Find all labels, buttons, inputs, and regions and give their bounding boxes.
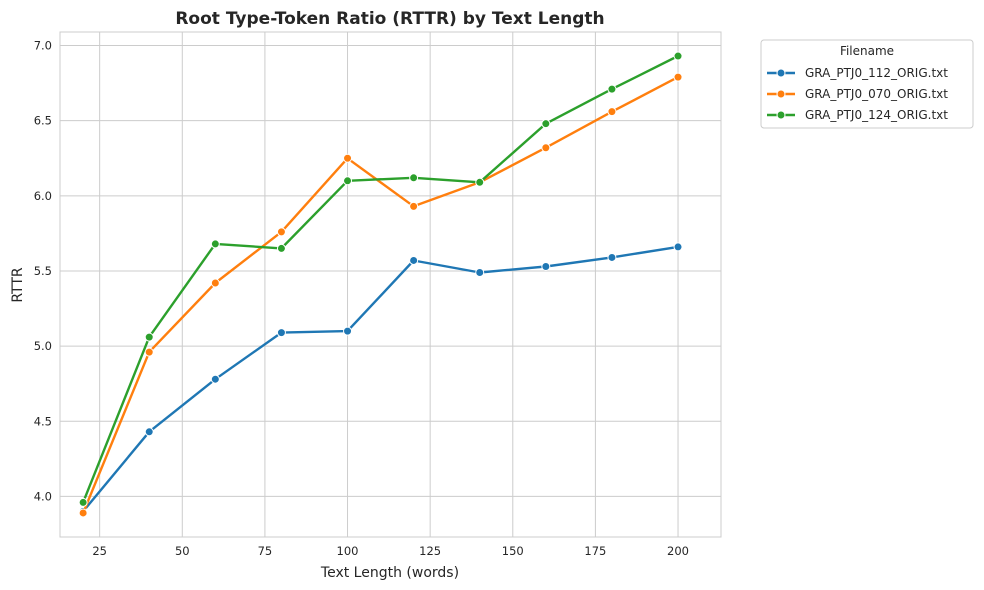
- legend-marker: [776, 110, 786, 120]
- legend-marker: [776, 89, 786, 99]
- legend-marker: [776, 68, 786, 78]
- y-tick-label: 5.5: [34, 264, 52, 278]
- chart-title: Root Type-Token Ratio (RTTR) by Text Len…: [175, 9, 604, 29]
- series-line: [81, 54, 679, 503]
- y-tick-label: 6.5: [34, 114, 52, 128]
- legend-item: GRA_PTJ0_070_ORIG.txt: [767, 87, 948, 101]
- series-line: [81, 76, 679, 514]
- x-tick-label: 200: [667, 544, 689, 558]
- legend-item: GRA_PTJ0_124_ORIG.txt: [767, 108, 948, 122]
- data-point: [210, 278, 220, 288]
- series-line: [82, 245, 679, 513]
- data-point: [144, 427, 154, 437]
- data-point: [475, 177, 485, 187]
- data-point: [541, 119, 551, 129]
- y-axis-label: RTTR: [10, 267, 26, 303]
- grid: [60, 32, 721, 537]
- y-tick-label: 4.0: [34, 489, 52, 503]
- series-group: [78, 51, 683, 518]
- data-point: [607, 107, 617, 117]
- x-tick-label: 150: [502, 544, 524, 558]
- series-3: [78, 51, 683, 507]
- x-tick-label: 75: [258, 544, 273, 558]
- data-point: [78, 497, 88, 507]
- legend-label: GRA_PTJ0_070_ORIG.txt: [805, 87, 948, 101]
- data-point: [607, 252, 617, 262]
- data-point: [276, 227, 286, 237]
- legend-box: [760, 39, 974, 129]
- x-tick-label: 50: [175, 544, 190, 558]
- data-point: [144, 332, 154, 342]
- legend-item: GRA_PTJ0_112_ORIG.txt: [767, 66, 948, 80]
- data-point: [276, 328, 286, 338]
- legend-label: GRA_PTJ0_124_ORIG.txt: [805, 108, 948, 122]
- x-tick-label: 100: [337, 544, 359, 558]
- y-tick-label: 7.0: [34, 39, 52, 53]
- data-point: [276, 243, 286, 253]
- data-point: [673, 242, 683, 252]
- data-point: [673, 72, 683, 82]
- y-tick-label: 6.0: [34, 189, 52, 203]
- data-point: [210, 239, 220, 249]
- y-tick-label: 5.0: [34, 339, 52, 353]
- data-point: [541, 261, 551, 271]
- legend-label: GRA_PTJ0_112_ORIG.txt: [805, 66, 948, 80]
- legend-title: Filename: [840, 44, 894, 58]
- data-point: [541, 143, 551, 153]
- data-point: [673, 51, 683, 61]
- tick-labels: 25 50 75 100 125 150 175 200 4.0 4.5 5.0 5.5 6.0 6.5 7…: [34, 39, 689, 558]
- data-point: [343, 153, 353, 163]
- y-tick-label: 4.5: [34, 414, 52, 428]
- x-axis-label: Text Length (words): [320, 565, 459, 581]
- data-point: [343, 176, 353, 186]
- data-point: [475, 267, 485, 277]
- data-point: [409, 255, 419, 265]
- data-point: [210, 374, 220, 384]
- x-tick-label: 175: [584, 544, 606, 558]
- data-point: [78, 508, 88, 518]
- data-point: [409, 201, 419, 211]
- legend: Filename GRA_PTJ0_112_ORIG.txt GRA_PTJ0_0…: [760, 39, 974, 129]
- data-point: [409, 173, 419, 183]
- x-tick-label: 25: [92, 544, 107, 558]
- data-point: [343, 326, 353, 336]
- legend-items: GRA_PTJ0_112_ORIG.txt GRA_PTJ0_070_ORIG.t…: [767, 66, 948, 122]
- x-tick-label: 125: [419, 544, 441, 558]
- data-point: [607, 84, 617, 94]
- data-point: [144, 347, 154, 357]
